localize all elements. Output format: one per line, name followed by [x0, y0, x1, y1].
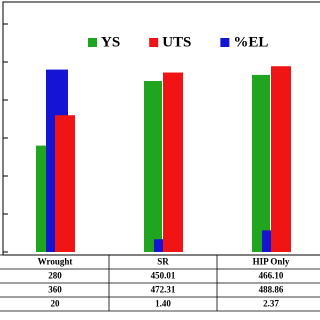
table-header: Wrought	[38, 257, 73, 267]
table-cell: 20	[51, 299, 61, 309]
legend-swatch	[149, 38, 159, 47]
table-cell: 360	[48, 285, 62, 295]
bar	[252, 74, 270, 253]
bar	[144, 80, 162, 252]
table-cell: 488.86	[259, 285, 284, 295]
table-header: SR	[157, 257, 169, 267]
data-table	[0, 254, 320, 312]
bar	[163, 72, 183, 252]
legend-swatch	[88, 38, 97, 47]
table-header: HIP Only	[253, 257, 290, 267]
table-cell: 280	[48, 271, 62, 281]
legend-label: UTS	[162, 34, 191, 50]
legend-swatch	[220, 38, 230, 47]
legend-label: %EL	[233, 34, 268, 50]
table-cell: 472.31	[151, 285, 176, 295]
table-cell: 1.40	[155, 299, 171, 309]
bar	[55, 115, 75, 252]
table-cell: 2.37	[263, 299, 279, 309]
bar	[271, 66, 291, 252]
legend-label: YS	[101, 34, 120, 50]
table-cell: 450.01	[151, 271, 176, 281]
table-cell: 466.10	[259, 271, 284, 281]
